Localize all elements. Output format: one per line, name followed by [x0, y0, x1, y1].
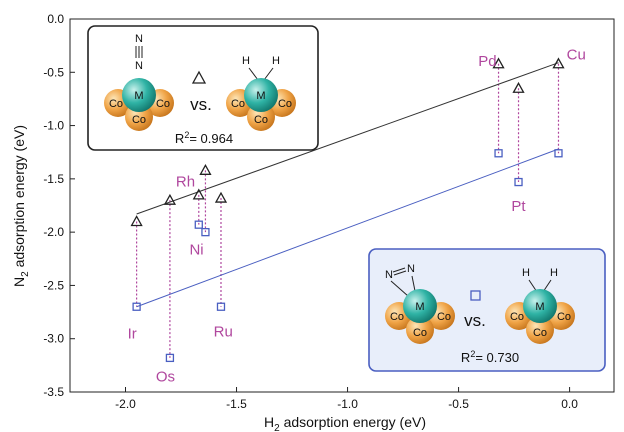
y-tick-label: 0.0: [47, 12, 64, 26]
triangle-marker: [514, 83, 524, 92]
x-axis-title: H2 adsorption energy (eV): [264, 414, 426, 432]
co-atom-label: Co: [510, 311, 524, 323]
triangle-marker: [200, 165, 210, 174]
co-atom-label: Co: [156, 98, 170, 110]
x-tick-label: 0.0: [561, 397, 578, 411]
y-tick-label: -1.5: [43, 172, 64, 186]
triangle-marker: [194, 190, 204, 199]
metal-label-cu: Cu: [567, 46, 586, 63]
metal-label-pt: Pt: [511, 198, 526, 215]
inset-end-on-r2: R2= 0.964: [175, 130, 233, 146]
triangle-marker: [216, 193, 226, 202]
co-atom-label: Co: [390, 311, 404, 323]
triangle-marker: [132, 216, 142, 225]
co-atom-label: Co: [557, 311, 571, 323]
y-tick-label: -2.5: [43, 278, 64, 292]
h-atom-label: H: [272, 55, 280, 67]
h-atom-label: H: [242, 55, 250, 67]
co-atom-label: Co: [231, 98, 245, 110]
inset-end-on-n-bottom: N: [135, 60, 143, 72]
inset-end-on-n-top: N: [135, 33, 143, 45]
co-atom-label: Co: [278, 98, 292, 110]
metal-atom-label: M: [256, 90, 265, 102]
metal-label-os: Os: [156, 368, 175, 385]
co-atom-label: Co: [132, 114, 146, 126]
co-atom-label: Co: [533, 327, 547, 339]
inset-end-on-vs: vs.: [190, 95, 212, 114]
co-atom-label: Co: [109, 98, 123, 110]
y-tick-label: -2.0: [43, 225, 64, 239]
inset-side-on: N N M Co Co Co vs. H H M Co Co Co R2= 0.…: [369, 249, 605, 371]
y-tick-label: -3.0: [43, 332, 64, 346]
metal-atom-label: M: [535, 301, 544, 313]
y-tick-label: -3.5: [43, 385, 64, 399]
metal-atom-label: M: [134, 90, 143, 102]
metal-label-ni: Ni: [189, 242, 203, 259]
y-tick-label: -1.0: [43, 119, 64, 133]
y-axis-title: N2 adsorption energy (eV): [11, 125, 31, 287]
co-atom-label: Co: [437, 311, 451, 323]
inset-side-on-vs: vs.: [464, 311, 486, 330]
co-atom-label: Co: [413, 327, 427, 339]
h-atom-label: H: [550, 267, 558, 279]
x-tick-label: -1.0: [337, 397, 358, 411]
metal-label-ru: Ru: [214, 324, 233, 341]
metal-atom-label: M: [415, 301, 424, 313]
co-atom-label: Co: [254, 114, 268, 126]
metal-label-pd: Pd: [478, 53, 496, 70]
x-tick-label: -1.5: [226, 397, 247, 411]
x-axis-ticks: -2.0 -1.5 -1.0 -0.5 0.0: [115, 387, 578, 411]
inset-side-on-n2: N: [407, 263, 415, 275]
metal-label-rh: Rh: [176, 173, 195, 190]
x-tick-label: -0.5: [448, 397, 469, 411]
y-tick-label: -0.5: [43, 65, 64, 79]
h-atom-label: H: [522, 267, 530, 279]
inset-side-on-r2: R2= 0.730: [461, 349, 519, 365]
x-tick-label: -2.0: [115, 397, 136, 411]
inset-side-on-n1: N: [385, 269, 393, 281]
metal-label-ir: Ir: [128, 326, 137, 343]
inset-end-on: N N M Co Co Co vs. H H M Co Co Co R2= 0.…: [88, 26, 318, 150]
triangle-marker: [553, 59, 563, 68]
